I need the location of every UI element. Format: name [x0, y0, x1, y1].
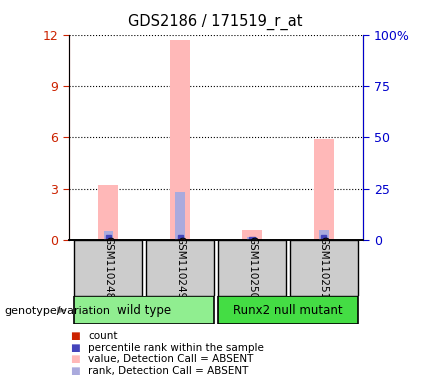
- Bar: [104, 230, 113, 240]
- Text: genotype/variation: genotype/variation: [4, 306, 111, 316]
- Text: GSM110250: GSM110250: [247, 236, 257, 300]
- Bar: [98, 185, 118, 240]
- Bar: [178, 235, 183, 238]
- Bar: [170, 40, 190, 240]
- Bar: [106, 235, 111, 238]
- Bar: [146, 240, 214, 296]
- Bar: [321, 235, 326, 238]
- Text: rank, Detection Call = ABSENT: rank, Detection Call = ABSENT: [88, 366, 249, 376]
- Bar: [321, 238, 326, 240]
- Bar: [242, 230, 262, 240]
- Text: GSM110249: GSM110249: [175, 236, 185, 300]
- Text: count: count: [88, 331, 118, 341]
- Bar: [175, 192, 185, 240]
- Text: percentile rank within the sample: percentile rank within the sample: [88, 343, 264, 353]
- Text: ■: ■: [71, 343, 80, 353]
- Bar: [319, 230, 329, 240]
- Bar: [314, 139, 334, 240]
- Text: GSM110248: GSM110248: [103, 236, 114, 300]
- Bar: [218, 296, 358, 324]
- Bar: [290, 240, 358, 296]
- Bar: [249, 237, 255, 238]
- Text: Runx2 null mutant: Runx2 null mutant: [233, 304, 343, 316]
- Text: wild type: wild type: [117, 304, 171, 316]
- Bar: [249, 238, 255, 240]
- Text: GSM110251: GSM110251: [319, 236, 329, 300]
- Text: GDS2186 / 171519_r_at: GDS2186 / 171519_r_at: [128, 13, 302, 30]
- Bar: [74, 296, 214, 324]
- Bar: [178, 238, 183, 240]
- Text: ■: ■: [71, 354, 80, 364]
- Bar: [218, 240, 286, 296]
- Text: ■: ■: [71, 331, 80, 341]
- Bar: [106, 238, 111, 240]
- Text: value, Detection Call = ABSENT: value, Detection Call = ABSENT: [88, 354, 254, 364]
- Bar: [74, 240, 142, 296]
- Bar: [247, 237, 257, 240]
- Text: ■: ■: [71, 366, 80, 376]
